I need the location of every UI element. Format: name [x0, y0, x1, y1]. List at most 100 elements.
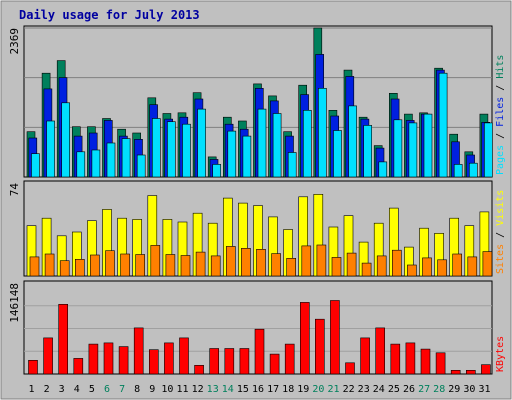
bar-pages-16 [257, 108, 267, 178]
bar-sites-5 [90, 254, 100, 277]
bar-pages-14 [227, 130, 237, 178]
x-tick-label: 17 [267, 384, 279, 395]
x-tick-label: 14 [222, 384, 234, 395]
x-tick-label: 31 [478, 384, 490, 395]
x-tick-label: 18 [282, 384, 294, 395]
x-tick-label: 12 [192, 384, 204, 395]
bar-pages-22 [348, 105, 357, 178]
legend-sites: Sites [495, 244, 506, 274]
panel-1: 74 Sites / Visits [8, 180, 506, 277]
bar-kbytes-6 [103, 342, 114, 375]
x-tick-label: 25 [388, 384, 400, 395]
bar-sites-25 [391, 249, 402, 277]
bar-sites-28 [437, 259, 447, 277]
bar-kbytes-23 [360, 337, 370, 375]
bar-pages-12 [197, 108, 206, 178]
bar-kbytes-25 [390, 343, 401, 375]
bar-pages-17 [272, 113, 282, 178]
x-tick-label: 24 [373, 384, 385, 395]
bar-kbytes-20 [314, 318, 325, 375]
y-tick-label: 146148 [8, 283, 21, 323]
bar-kbytes-31 [481, 364, 491, 375]
bar-pages-3 [61, 102, 71, 178]
x-tick-label: 3 [59, 384, 65, 395]
bar-pages-8 [136, 154, 146, 178]
bar-sites-16 [256, 249, 266, 277]
bar-kbytes-2 [43, 337, 53, 375]
bar-kbytes-5 [88, 343, 99, 375]
bar-kbytes-15 [239, 348, 250, 375]
bar-sites-3 [59, 260, 70, 277]
bar-kbytes-19 [299, 302, 310, 375]
x-tick-label: 8 [134, 384, 140, 395]
bar-pages-20 [318, 88, 327, 178]
x-tick-label: 11 [176, 384, 188, 395]
bar-sites-1 [29, 256, 40, 277]
bar-sites-24 [376, 255, 387, 277]
bar-sites-10 [165, 254, 176, 277]
bar-pages-11 [182, 123, 191, 178]
bar-kbytes-7 [118, 346, 129, 375]
bar-sites-20 [316, 244, 327, 277]
bar-kbytes-17 [269, 353, 280, 375]
bar-kbytes-12 [194, 364, 204, 375]
bar-pages-29 [453, 164, 463, 178]
bar-kbytes-27 [420, 348, 431, 375]
bar-kbytes-13 [209, 348, 219, 375]
x-tick-label: 27 [418, 384, 430, 395]
bar-kbytes-10 [164, 342, 174, 375]
bar-sites-23 [361, 262, 372, 277]
legend-hits: Hits [495, 55, 506, 79]
x-tick-label: 10 [161, 384, 173, 395]
bar-sites-30 [467, 256, 478, 277]
bar-pages-10 [167, 121, 176, 178]
bar-kbytes-11 [179, 337, 189, 375]
bar-pages-24 [378, 161, 388, 178]
bar-kbytes-9 [149, 349, 159, 375]
bar-pages-27 [423, 113, 433, 178]
bar-pages-2 [46, 120, 55, 178]
bar-sites-12 [195, 251, 206, 277]
x-tick-label: 29 [448, 384, 460, 395]
bar-sites-26 [407, 264, 417, 277]
bar-kbytes-28 [435, 352, 446, 375]
x-tick-label: 20 [312, 384, 324, 395]
bar-sites-21 [331, 257, 342, 277]
bar-sites-13 [210, 255, 221, 277]
legend-visits: Visits [495, 190, 506, 226]
bar-kbytes-21 [330, 300, 340, 375]
bar-pages-19 [302, 110, 312, 178]
bar-kbytes-4 [73, 358, 84, 375]
x-tick-label: 30 [463, 384, 475, 395]
bar-sites-29 [452, 253, 463, 277]
x-tick-label: 4 [74, 384, 80, 395]
legend-separator: / [495, 226, 506, 244]
legend-files: Files [495, 97, 506, 127]
x-tick-label: 1 [28, 384, 34, 395]
bar-sites-2 [44, 253, 55, 277]
bar-pages-13 [212, 164, 221, 178]
legend-separator: / [495, 79, 506, 97]
x-tick-label: 16 [252, 384, 264, 395]
y-tick-label: 74 [8, 183, 21, 197]
x-tick-label: 19 [297, 384, 309, 395]
bar-sites-22 [346, 252, 357, 277]
bar-kbytes-3 [58, 303, 69, 375]
bar-kbytes-18 [284, 343, 295, 375]
x-tick-label: 23 [358, 384, 370, 395]
bar-sites-9 [150, 245, 161, 277]
bar-pages-6 [106, 142, 116, 178]
bar-kbytes-14 [224, 348, 235, 375]
x-tick-label: 15 [237, 384, 249, 395]
x-tick-label: 2 [44, 384, 50, 395]
bar-pages-7 [121, 138, 131, 178]
x-tick-label: 26 [403, 384, 415, 395]
bar-sites-4 [75, 258, 85, 277]
bar-sites-31 [482, 251, 493, 277]
bar-kbytes-24 [375, 327, 386, 375]
bar-pages-25 [393, 119, 403, 178]
bar-sites-15 [241, 248, 251, 277]
bar-sites-11 [180, 255, 191, 277]
bar-kbytes-30 [465, 369, 476, 375]
